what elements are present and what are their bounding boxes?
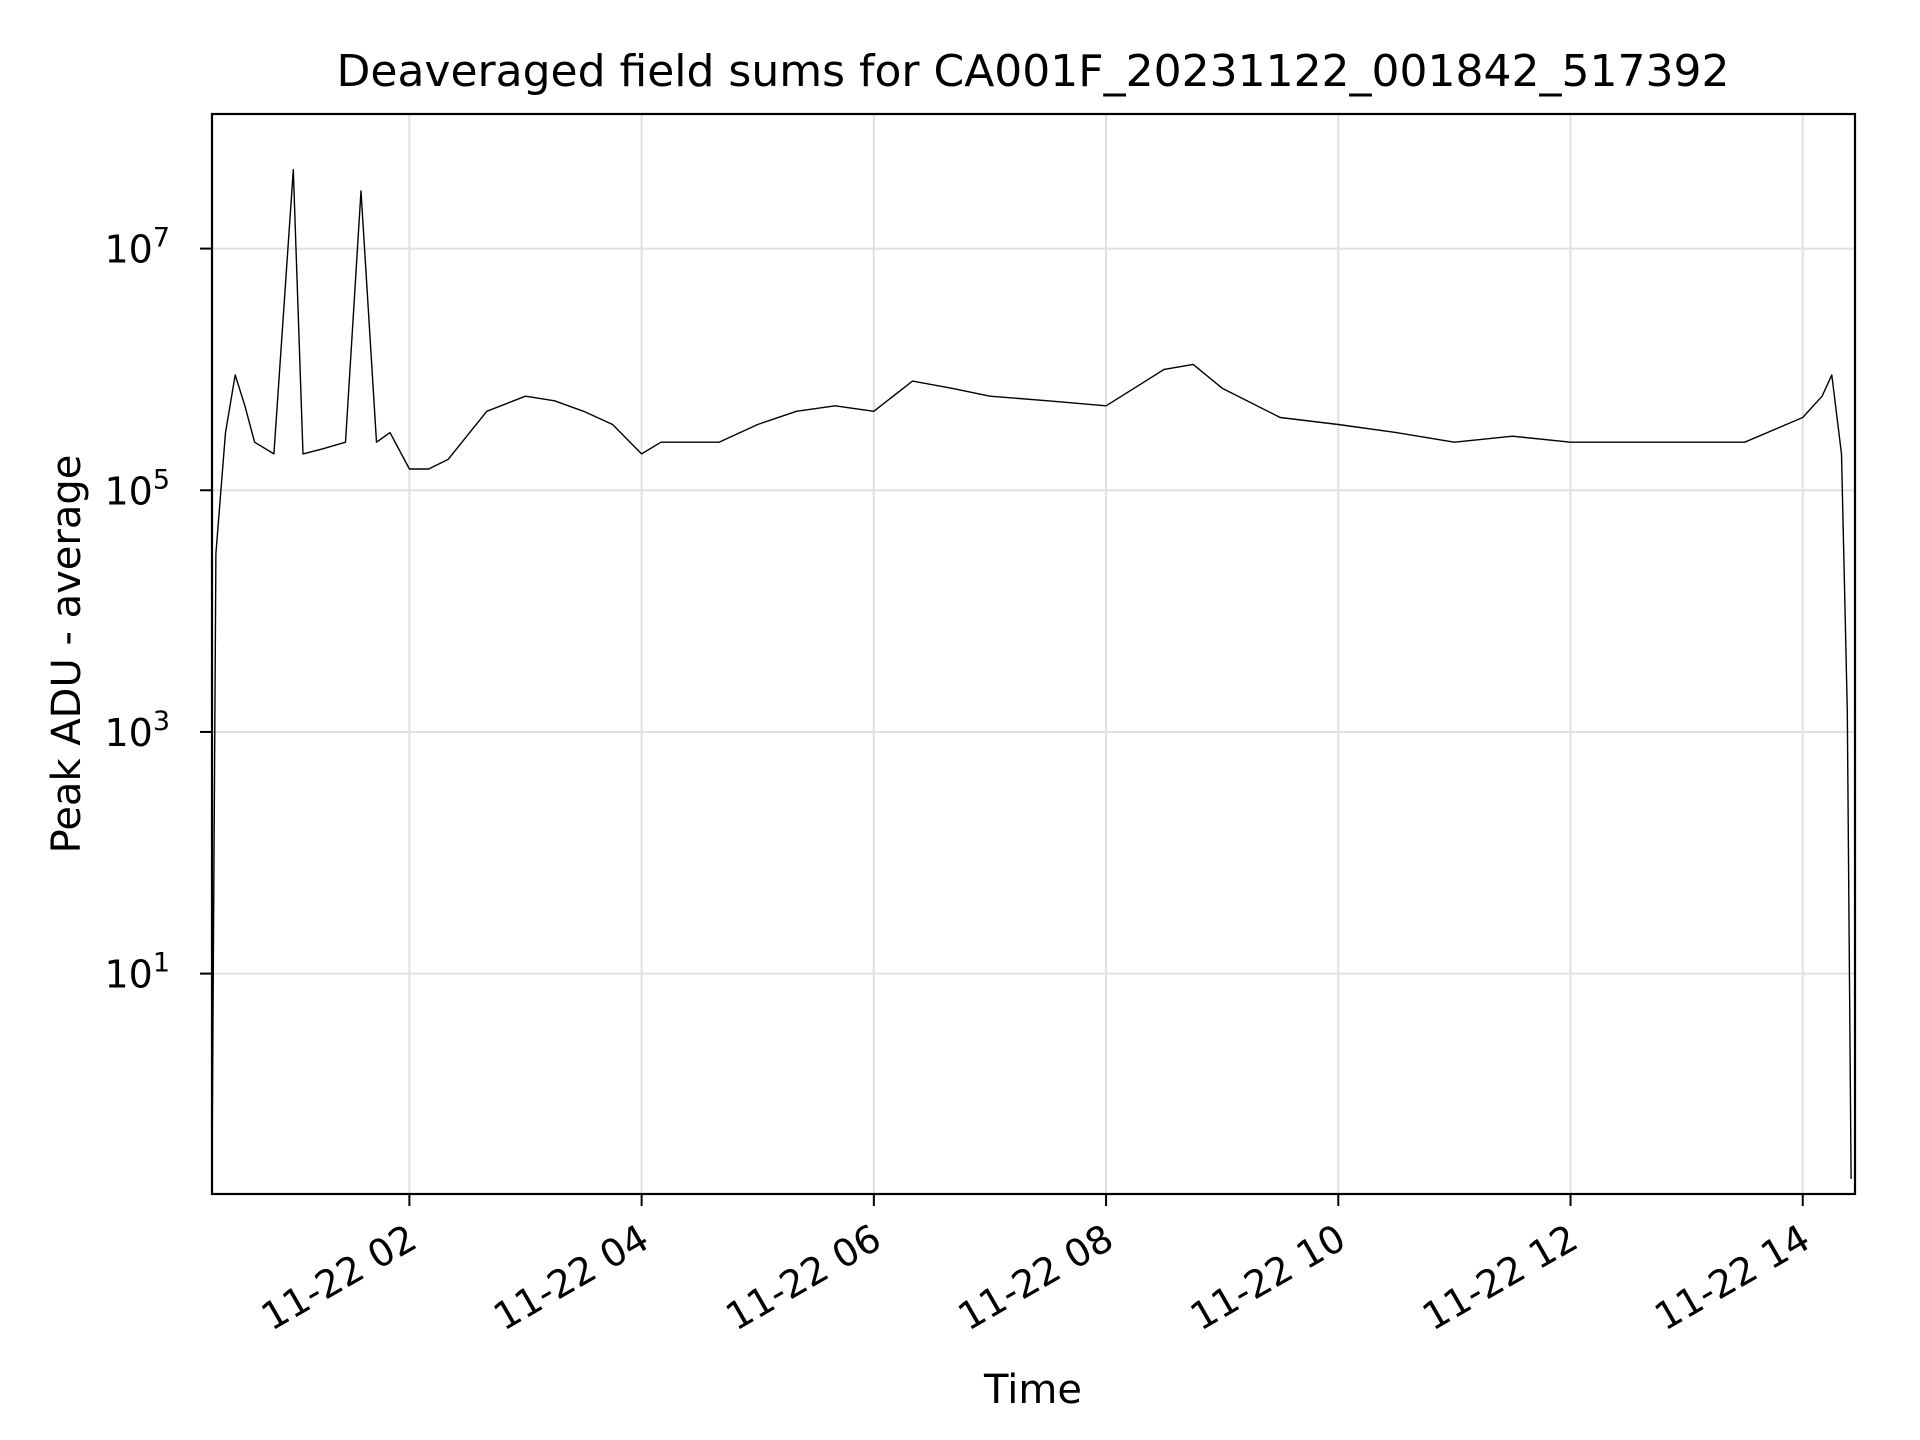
x-axis-label: Time bbox=[983, 1367, 1082, 1413]
y-tick-exponent: 3 bbox=[153, 706, 170, 737]
series-line bbox=[212, 168, 1852, 1179]
y-tick-base: 10 bbox=[104, 953, 152, 997]
grid-lines bbox=[212, 114, 1855, 1194]
y-axis-label: Peak ADU - average bbox=[44, 455, 90, 854]
y-tick-exponent: 5 bbox=[153, 464, 170, 495]
series-layer bbox=[212, 168, 1852, 1179]
y-tick-base: 10 bbox=[104, 711, 152, 755]
y-tick-exponent: 7 bbox=[153, 223, 170, 254]
plot-frame bbox=[210, 112, 1857, 1196]
y-tick-base: 10 bbox=[104, 228, 152, 272]
chart-title: Deaveraged field sums for CA001F_2023112… bbox=[337, 46, 1730, 97]
y-tick-label: 105 bbox=[104, 464, 170, 513]
y-tick-base: 10 bbox=[104, 469, 152, 513]
y-tick-label: 107 bbox=[104, 223, 170, 272]
y-tick-label: 101 bbox=[104, 948, 170, 997]
y-tick-exponent: 1 bbox=[153, 948, 170, 979]
y-tick-label: 103 bbox=[104, 706, 170, 755]
